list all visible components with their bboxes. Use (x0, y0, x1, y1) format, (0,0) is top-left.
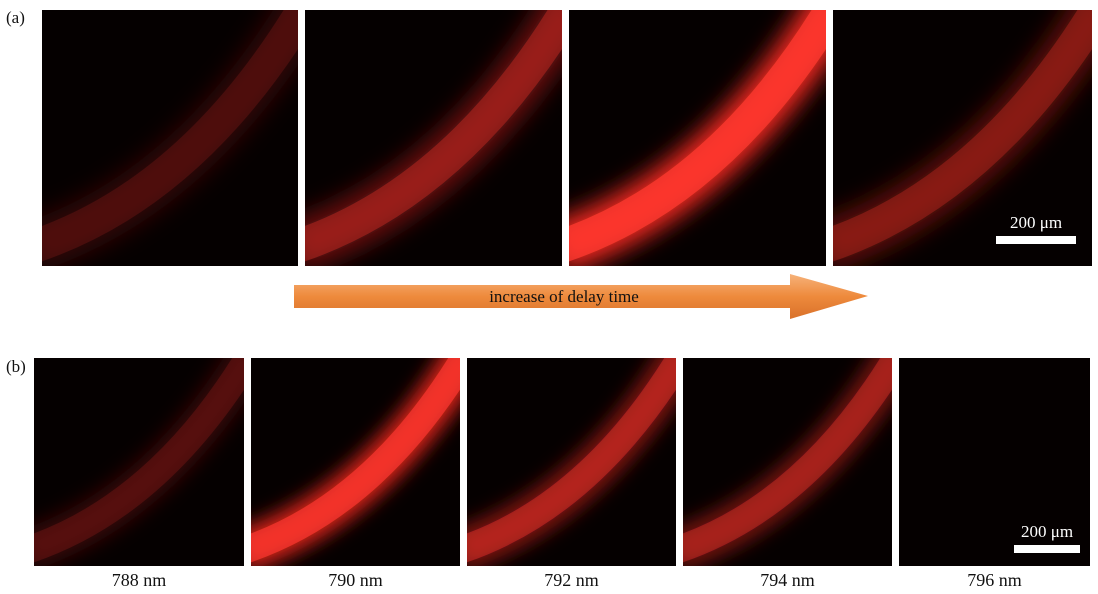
micrograph (34, 358, 244, 566)
micrograph (42, 10, 298, 266)
micrograph (569, 10, 826, 266)
caption: 792 nm (467, 570, 676, 591)
arrow: increase of delay time (290, 272, 872, 322)
caption: 796 nm (899, 570, 1090, 591)
micrograph (683, 358, 892, 566)
micrograph (305, 10, 562, 266)
micrograph (467, 358, 676, 566)
scale-bar-line (996, 236, 1076, 244)
scale-bar: 200 μm (996, 213, 1076, 244)
panel-label: (a) (6, 8, 25, 28)
caption: 794 nm (683, 570, 892, 591)
micrograph (251, 358, 460, 566)
scale-bar-line (1014, 545, 1080, 553)
scale-bar: 200 μm (1014, 522, 1080, 553)
caption: 788 nm (34, 570, 244, 591)
panel-label: (b) (6, 357, 26, 377)
arrow-label: increase of delay time (489, 287, 639, 306)
caption: 790 nm (251, 570, 460, 591)
figure: (a) (b) increase of delay time 200 μ (0, 0, 1098, 594)
